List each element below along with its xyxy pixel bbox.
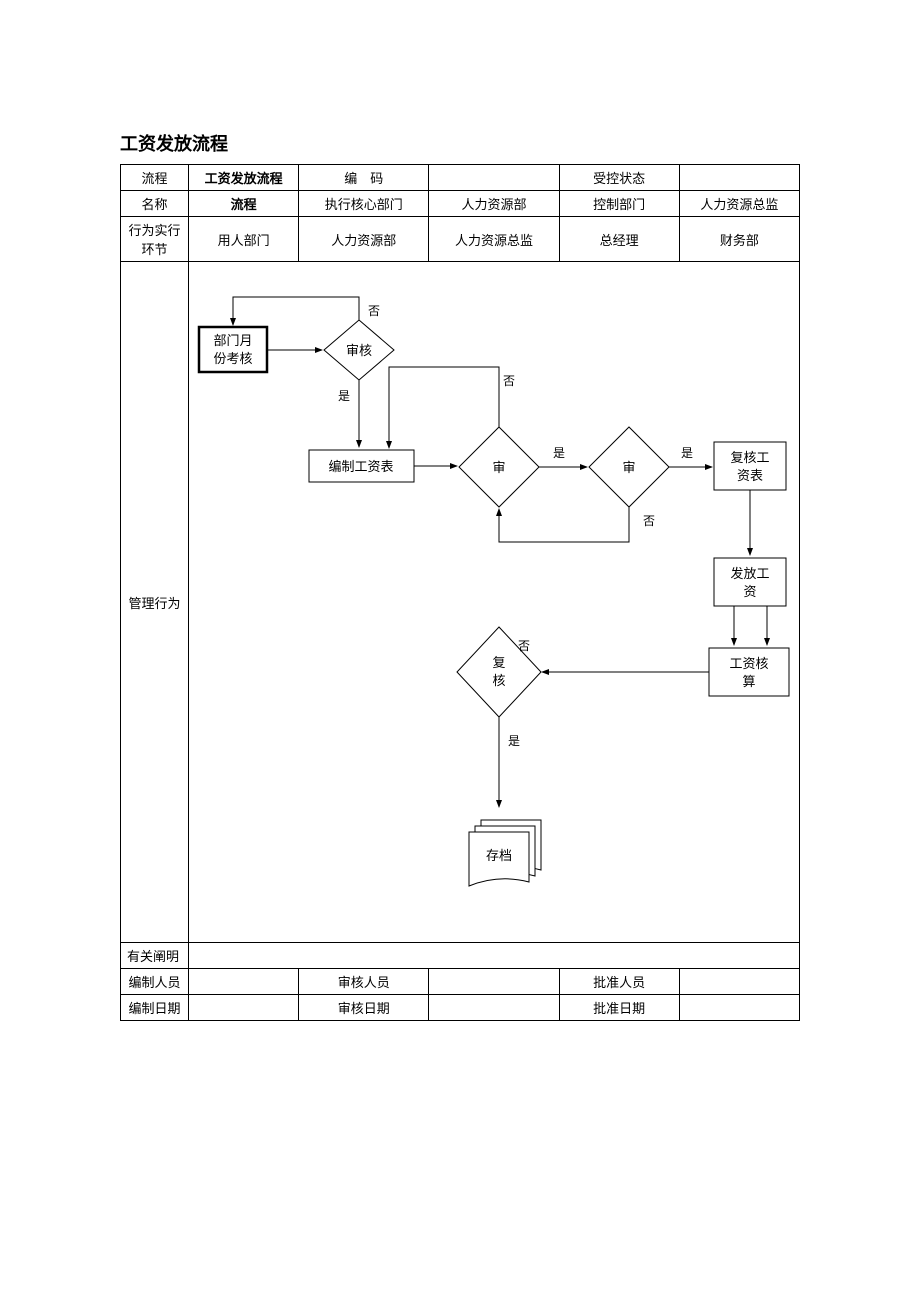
label-review-no: 否 (518, 639, 530, 653)
cell-status-label: 受控状态 (559, 165, 679, 191)
footer-row-1: 有关阐明 (121, 943, 800, 969)
header-row-2: 名称 流程 执行核心部门 人力资源部 控制部门 人力资源总监 (121, 191, 800, 217)
label-audit3-yes: 是 (681, 446, 693, 460)
node-review-text1: 复 (492, 655, 505, 670)
label-audit1-no: 否 (368, 304, 380, 318)
cell-author-date-value (189, 995, 299, 1021)
edge-audit3-no (499, 507, 629, 542)
node-archive: 存档 (469, 820, 541, 886)
cell-reviewer-value (429, 969, 559, 995)
header-row-3: 行为实行环节 用人部门 人力资源部 人力资源总监 总经理 财务部 (121, 217, 800, 262)
cell-exec-dept-value: 人力资源部 (429, 191, 559, 217)
node-archive-text: 存档 (486, 848, 512, 863)
cell-notes-label: 有关阐明 (121, 943, 189, 969)
cell-dept-4: 总经理 (559, 217, 679, 262)
node-recheck-text1: 复核工 (730, 450, 769, 465)
node-audit1-text: 审核 (346, 343, 372, 358)
cell-name-label: 名称 (121, 191, 189, 217)
cell-dept-5: 财务部 (679, 217, 799, 262)
side-label: 管理行为 (121, 262, 188, 942)
node-pay-text2: 资 (743, 584, 756, 599)
cell-ctrl-dept-label: 控制部门 (559, 191, 679, 217)
page-title: 工资发放流程 (120, 130, 800, 156)
cell-code-value (429, 165, 559, 191)
node-maketable-text: 编制工资表 (328, 459, 393, 474)
label-audit1-yes: 是 (338, 389, 350, 403)
cell-dept-1: 用人部门 (189, 217, 299, 262)
cell-code-label: 编 码 (299, 165, 429, 191)
cell-reviewer-date-value (429, 995, 559, 1021)
node-start-text2: 份考核 (213, 351, 252, 366)
cell-author-label: 编制人员 (121, 969, 189, 995)
cell-process-name: 工资发放流程 (189, 165, 299, 191)
node-start-text1: 部门月 (213, 333, 252, 348)
process-table: 流程 工资发放流程 编 码 受控状态 名称 流程 执行核心部门 人力资源部 控制… (120, 164, 800, 1021)
cell-dept-3: 人力资源总监 (429, 217, 559, 262)
cell-author-value (189, 969, 299, 995)
header-row-1: 流程 工资发放流程 编 码 受控状态 (121, 165, 800, 191)
cell-phase-label: 行为实行环节 (121, 217, 189, 262)
node-calc-text2: 算 (742, 674, 755, 689)
cell-notes-value (189, 943, 800, 969)
node-audit3-text: 审 (622, 460, 635, 475)
cell-reviewer-label: 审核人员 (299, 969, 429, 995)
node-review-text2: 核 (492, 673, 505, 688)
edge-audit2-no (389, 367, 499, 448)
edge-audit1-no (233, 297, 359, 325)
label-audit3-no: 否 (643, 514, 655, 528)
cell-exec-dept-label: 执行核心部门 (299, 191, 429, 217)
label-audit2-yes: 是 (553, 446, 565, 460)
cell-process-label: 流程 (121, 165, 189, 191)
label-review-yes: 是 (508, 734, 520, 748)
node-calc-text1: 工资核 (729, 656, 768, 671)
cell-approver-date-label: 批准日期 (559, 995, 679, 1021)
flowchart-cell: 部门月 份考核 审核 否 是 编制工资表 (189, 262, 800, 943)
label-audit2-no: 否 (503, 374, 515, 388)
cell-ctrl-dept-value: 人力资源总监 (679, 191, 799, 217)
cell-name-value: 流程 (189, 191, 299, 217)
cell-approver-value (679, 969, 799, 995)
cell-dept-2: 人力资源部 (299, 217, 429, 262)
node-audit2-text: 审 (492, 460, 505, 475)
footer-row-2: 编制人员 审核人员 批准人员 (121, 969, 800, 995)
cell-approver-label: 批准人员 (559, 969, 679, 995)
flow-row: 管理行为 部门月 份考核 审核 (121, 262, 800, 943)
footer-row-3: 编制日期 审核日期 批准日期 (121, 995, 800, 1021)
flowchart-svg: 部门月 份考核 审核 否 是 编制工资表 (189, 262, 799, 942)
cell-approver-date-value (679, 995, 799, 1021)
cell-author-date-label: 编制日期 (121, 995, 189, 1021)
cell-status-value (679, 165, 799, 191)
node-recheck-text2: 资表 (737, 468, 763, 483)
cell-reviewer-date-label: 审核日期 (299, 995, 429, 1021)
side-label-cell: 管理行为 (121, 262, 189, 943)
node-pay-text1: 发放工 (730, 566, 769, 581)
